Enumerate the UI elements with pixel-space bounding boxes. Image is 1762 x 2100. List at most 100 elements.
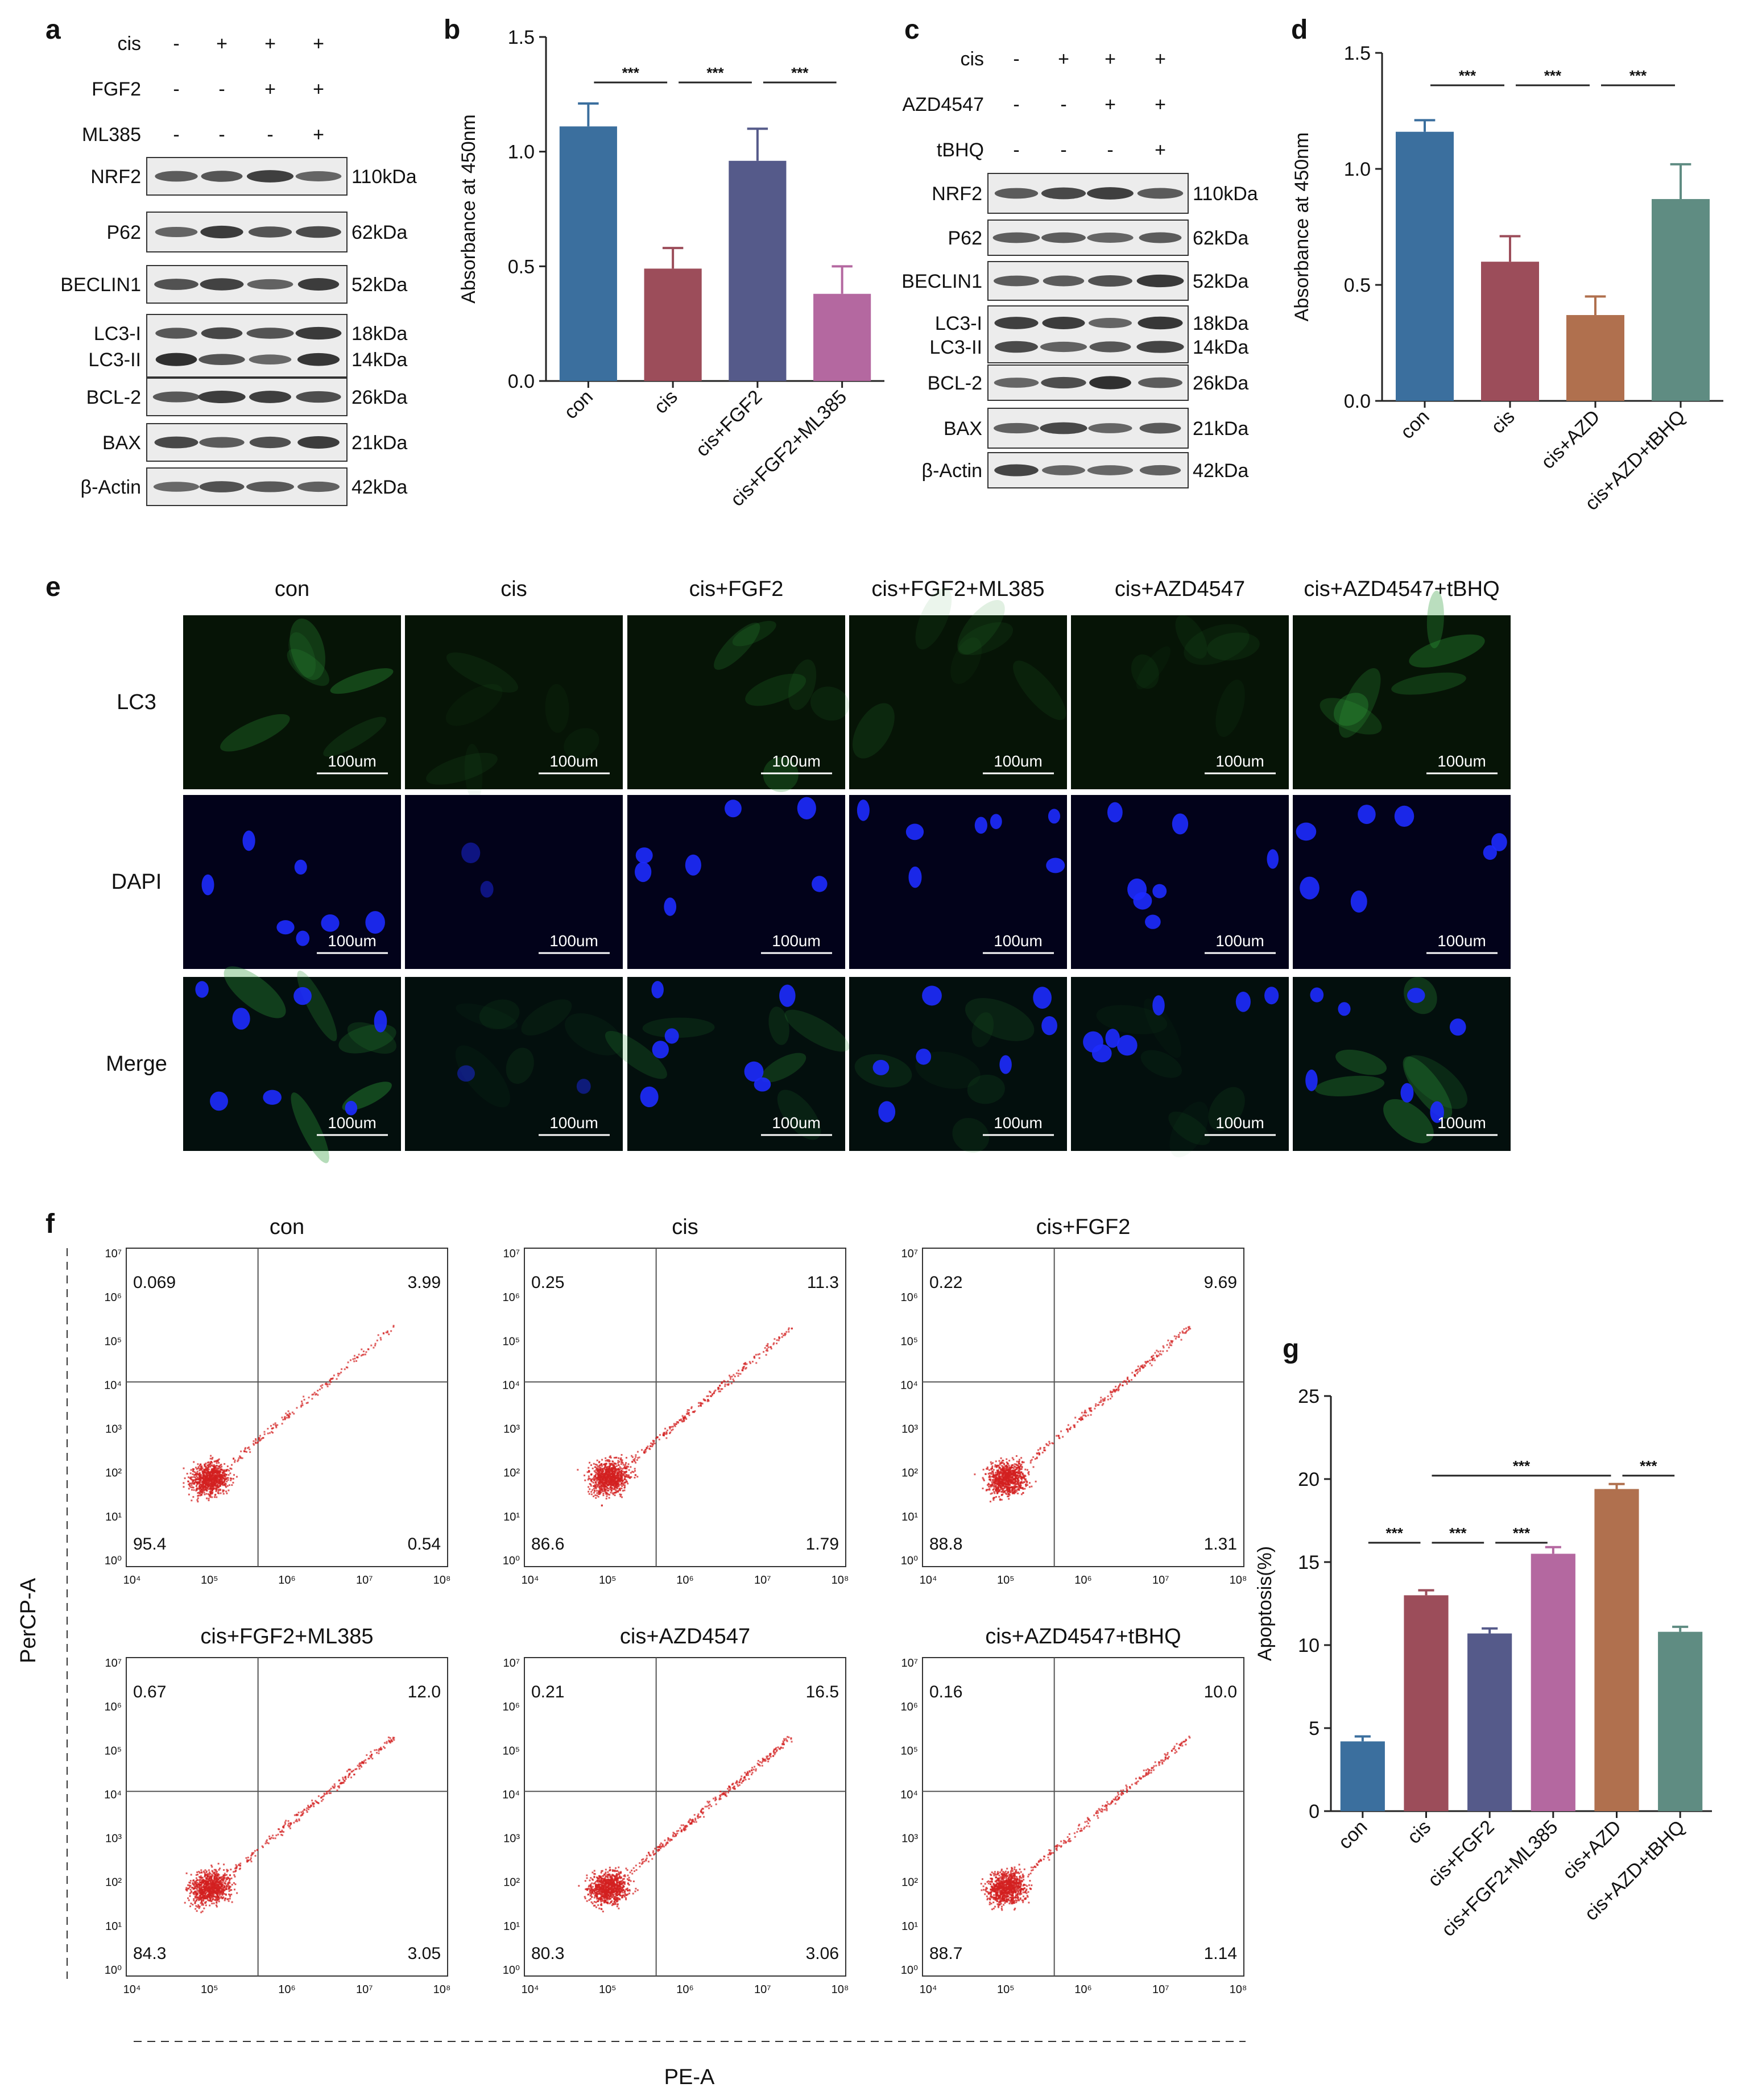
event-dot <box>183 1482 184 1484</box>
protein-label: NRF2 <box>90 166 141 188</box>
event-dot <box>227 1485 229 1487</box>
event-dot <box>342 1777 344 1779</box>
quadrant-ll: 86.6 <box>531 1535 564 1554</box>
event-dot <box>384 1742 386 1743</box>
event-dot <box>588 1491 589 1493</box>
event-dot <box>250 1859 251 1861</box>
event-dot <box>226 1886 228 1888</box>
event-dot <box>205 1892 206 1894</box>
scale-bar-label: 100um <box>1437 932 1486 950</box>
event-dot <box>595 1469 597 1471</box>
event-dot <box>593 1496 594 1497</box>
event-dot <box>354 1768 356 1770</box>
event-dot <box>1025 1475 1027 1477</box>
event-dot <box>224 1898 226 1900</box>
event-dot <box>196 1476 197 1477</box>
flow-ylabel: PerCP-A <box>16 1577 40 1663</box>
treatment-mark: + <box>264 33 276 55</box>
event-dot <box>1057 1435 1059 1436</box>
event-dot <box>202 1882 204 1884</box>
event-dot <box>296 1407 297 1409</box>
sig-label: *** <box>791 64 809 81</box>
event-dot <box>746 1363 747 1365</box>
event-dot <box>1008 1496 1010 1497</box>
y-tick-label: 10² <box>901 1467 918 1480</box>
quadrant-ur: 12.0 <box>408 1683 441 1701</box>
event-dot <box>609 1497 610 1499</box>
event-dot <box>187 1888 189 1890</box>
event-dot <box>1098 1404 1099 1406</box>
column-title: con <box>275 577 309 601</box>
event-dot <box>1069 1428 1070 1430</box>
event-dot <box>1014 1465 1015 1467</box>
event-dot <box>1082 1415 1084 1416</box>
event-dot <box>1012 1464 1014 1466</box>
event-dot <box>988 1489 990 1490</box>
event-dot <box>186 1873 188 1874</box>
event-dot <box>607 1460 609 1462</box>
y-tick-label: 10¹ <box>105 1920 122 1933</box>
blot-band <box>1089 318 1132 328</box>
event-dot <box>223 1490 225 1492</box>
nucleus <box>878 1101 895 1122</box>
nucleus <box>1300 877 1320 900</box>
event-dot <box>1178 1334 1180 1336</box>
event-dot <box>982 1488 983 1489</box>
quadrant-ll: 88.8 <box>929 1535 962 1554</box>
event-dot <box>1018 1481 1019 1482</box>
blot-band <box>200 226 243 238</box>
event-dot <box>206 1874 208 1875</box>
event-dot <box>208 1480 209 1481</box>
blot-band <box>995 341 1038 353</box>
event-dot <box>196 1877 197 1879</box>
event-dot <box>289 1828 291 1829</box>
event-dot <box>200 1891 202 1893</box>
event-dot <box>992 1462 994 1464</box>
nucleus <box>1152 995 1164 1015</box>
event-dot <box>193 1884 195 1886</box>
event-dot <box>355 1360 357 1362</box>
event-dot <box>330 1788 332 1790</box>
event-dot <box>634 1477 635 1478</box>
event-dot <box>725 1384 726 1385</box>
event-dot <box>664 1428 666 1430</box>
event-dot <box>621 1476 623 1478</box>
event-dot <box>218 1899 220 1900</box>
x-tick-label: 10⁸ <box>832 1574 849 1587</box>
event-dot <box>613 1466 614 1468</box>
event-dot <box>602 1468 603 1469</box>
event-dot <box>328 1790 329 1792</box>
treatment-mark: + <box>1105 94 1116 115</box>
event-dot <box>987 1484 988 1486</box>
event-dot <box>988 1473 990 1474</box>
nucleus <box>1145 915 1161 929</box>
column-title: cis <box>501 577 527 601</box>
event-dot <box>192 1480 194 1482</box>
event-dot <box>1018 1489 1020 1490</box>
event-dot <box>231 1464 233 1466</box>
treatment-label-ML385: ML385 <box>82 124 141 146</box>
event-dot <box>193 1461 195 1463</box>
y-tick-label: 10³ <box>901 1423 918 1436</box>
event-dot <box>1087 1414 1089 1416</box>
event-dot <box>1115 1386 1116 1387</box>
event-dot <box>308 1397 310 1398</box>
event-dot <box>233 1457 234 1459</box>
event-dot <box>996 1492 998 1494</box>
event-dot <box>1029 1486 1031 1488</box>
event-dot <box>698 1405 700 1407</box>
event-dot <box>227 1877 229 1878</box>
event-dot <box>226 1481 228 1482</box>
event-dot <box>192 1486 193 1488</box>
event-dot <box>614 1476 615 1477</box>
nucleus <box>1338 1002 1350 1016</box>
event-dot <box>1030 1460 1032 1461</box>
event-dot <box>614 1468 616 1470</box>
event-dot <box>304 1809 305 1811</box>
nucleus <box>1236 992 1251 1012</box>
event-dot <box>1125 1381 1127 1382</box>
event-dot <box>317 1390 319 1391</box>
event-dot <box>1080 1419 1082 1421</box>
event-dot <box>327 1384 329 1385</box>
